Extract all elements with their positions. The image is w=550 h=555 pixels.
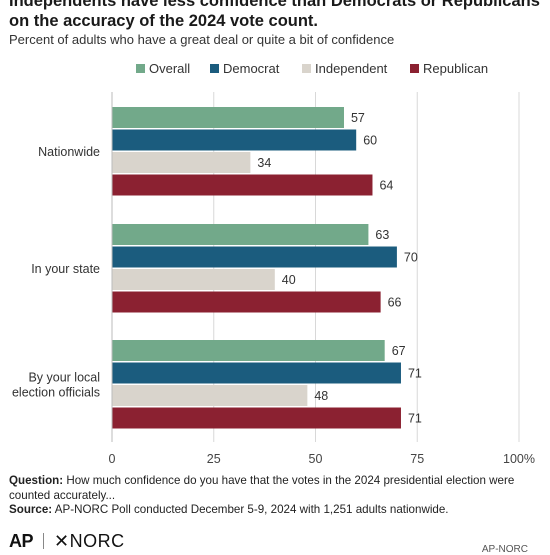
bar-republican — [112, 407, 401, 429]
bar-democrat — [112, 246, 397, 268]
question-label: Question: — [9, 474, 64, 487]
data-label: 48 — [314, 389, 328, 403]
legend-item-independent: Independent — [302, 61, 387, 76]
source-label: Source: — [9, 503, 53, 516]
legend-item-republican: Republican — [410, 61, 488, 76]
x-tick-label: 50 — [309, 452, 323, 466]
question-text: How much confidence do you have that the… — [9, 474, 515, 502]
bar-republican — [112, 174, 373, 196]
bar-overall — [112, 107, 344, 128]
x-tick-label: 0 — [109, 452, 116, 466]
data-label: 66 — [388, 296, 402, 310]
bar-chart: 0 25 50 75 100% Nationwide In your state By you… — [12, 92, 535, 466]
data-label: 64 — [379, 179, 393, 193]
category-label: Nationwide — [38, 145, 100, 159]
chart-legend: Overall Democrat Independent Republican — [0, 61, 550, 79]
x-tick-label: 25 — [207, 452, 221, 466]
bar-independent — [112, 385, 308, 406]
norc-logo: ✕NORC — [54, 530, 125, 551]
category-label: By your local election officials — [12, 370, 100, 399]
chart-title: Independents have less confidence than D… — [9, 0, 540, 30]
data-label: 40 — [282, 273, 296, 287]
legend-label-democrat: Democrat — [223, 61, 280, 76]
bar-overall — [112, 340, 385, 361]
legend-swatch-overall — [136, 64, 145, 73]
x-tick-label: 100% — [503, 452, 535, 466]
data-label: 60 — [363, 134, 377, 148]
logo-divider — [43, 533, 45, 549]
legend-label-overall: Overall — [149, 61, 191, 76]
legend-item-overall: Overall — [136, 61, 190, 76]
x-tick-label: 75 — [410, 452, 424, 466]
legend-label-republican: Republican — [423, 61, 489, 76]
category-label: In your state — [31, 262, 100, 276]
legend-swatch-independent — [302, 64, 311, 73]
bar-democrat — [112, 362, 401, 384]
bar-democrat — [112, 129, 357, 151]
legend-swatch-republican — [410, 64, 419, 73]
data-label: 70 — [404, 251, 418, 265]
bar-overall — [112, 224, 369, 245]
data-label: 34 — [257, 156, 271, 170]
data-label: 67 — [392, 344, 406, 358]
footer-logos: AP ✕NORC — [9, 530, 125, 552]
chart-notes: Question: How much confidence do you hav… — [9, 474, 544, 518]
data-label: 71 — [408, 412, 422, 426]
legend-swatch-democrat — [210, 64, 219, 73]
legend-item-democrat: Democrat — [210, 61, 279, 76]
data-label: 63 — [375, 228, 389, 242]
bar-independent — [112, 152, 251, 173]
ap-logo: AP — [9, 530, 34, 551]
data-label: 57 — [351, 111, 365, 125]
chart-subtitle: Percent of adults who have a great deal … — [9, 32, 395, 47]
bar-republican — [112, 291, 381, 313]
source-note: Source: AP-NORC Poll conducted December … — [9, 503, 544, 518]
source-text: AP-NORC Poll conducted December 5-9, 202… — [54, 503, 449, 516]
legend-label-independent: Independent — [315, 61, 388, 76]
data-label: 71 — [408, 367, 422, 381]
bar-independent — [112, 269, 275, 290]
question-note: Question: How much confidence do you hav… — [9, 474, 544, 503]
